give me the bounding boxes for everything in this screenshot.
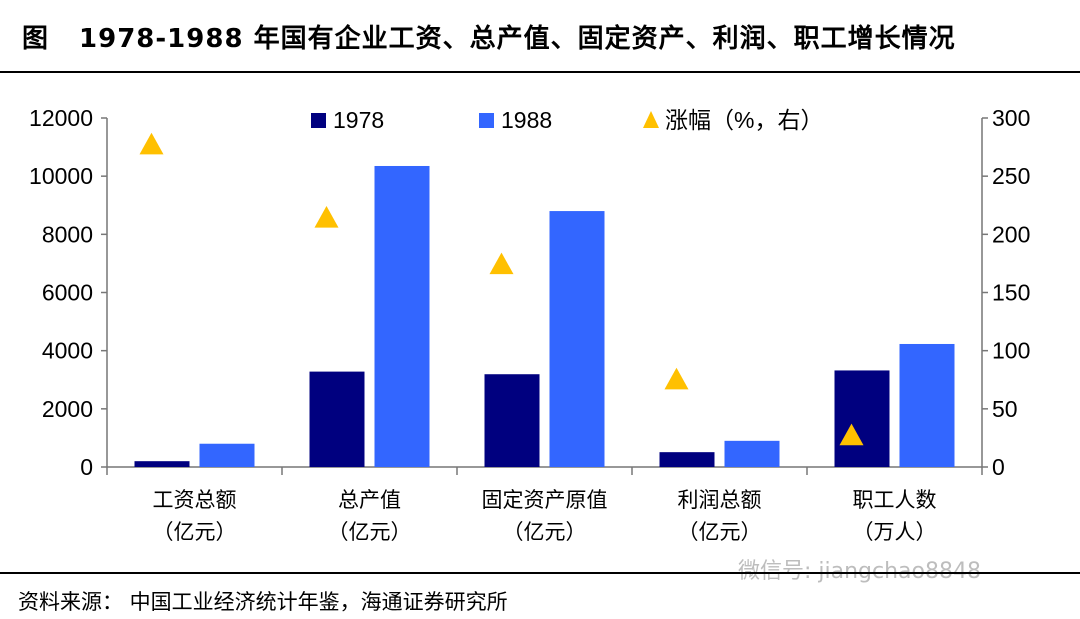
growth-marker xyxy=(314,206,339,228)
figure-label: 图 xyxy=(22,24,50,54)
legend-swatch xyxy=(643,111,659,128)
right-axis-tick-label: 100 xyxy=(992,338,1030,364)
watermark: 微信号: jiangchao8848 xyxy=(738,559,981,584)
category-label: 总产值 xyxy=(338,488,401,512)
legend-swatch xyxy=(311,113,326,128)
left-axis-tick-label: 4000 xyxy=(42,338,93,364)
bottom-rule xyxy=(0,572,1080,574)
bar-1978 xyxy=(134,461,190,467)
category-label: （亿元） xyxy=(678,520,762,544)
right-axis-tick-label: 250 xyxy=(992,163,1030,189)
category-label: 职工人数 xyxy=(853,488,937,512)
category-label: （亿元） xyxy=(503,520,587,544)
right-axis-tick-label: 300 xyxy=(992,105,1030,131)
bar-1978 xyxy=(834,370,890,467)
bar-1978 xyxy=(309,371,365,467)
bar-1988 xyxy=(199,443,255,467)
category-label: （亿元） xyxy=(153,520,237,544)
growth-marker xyxy=(489,252,514,275)
top-rule xyxy=(0,71,1080,73)
bar-1978 xyxy=(484,374,540,467)
right-axis-tick-label: 0 xyxy=(992,454,1005,480)
legend-label: 1988 xyxy=(501,107,552,133)
right-axis-tick-label: 200 xyxy=(992,221,1030,247)
right-axis-tick-label: 50 xyxy=(992,396,1018,422)
category-label: 工资总额 xyxy=(153,488,237,512)
bar-1988 xyxy=(724,440,780,467)
bar-1978 xyxy=(659,452,715,467)
growth-marker xyxy=(664,367,689,390)
legend-label: 1978 xyxy=(333,107,384,133)
category-label: 利润总额 xyxy=(678,488,762,512)
title-text: 1978-1988 年国有企业工资、总产值、固定资产、利润、职工增长情况 xyxy=(79,24,956,54)
left-axis-tick-label: 0 xyxy=(80,454,93,480)
source-note: 资料来源： 中国工业经济统计年鉴，海通证券研究所 xyxy=(18,590,508,614)
chart-area: 0 2000 4000 6000 8000 10000 12000 0 50 100 150 200 2… xyxy=(29,105,1030,544)
bar-1988 xyxy=(899,343,955,467)
bar-1988 xyxy=(374,165,430,468)
right-axis-tick-label: 150 xyxy=(992,280,1030,306)
left-axis-tick-label: 2000 xyxy=(42,396,93,422)
legend-swatch xyxy=(479,113,494,128)
left-axis-tick-label: 8000 xyxy=(42,221,93,247)
category-label: （万人） xyxy=(853,520,937,544)
legend-label: 涨幅（%，右） xyxy=(665,107,823,133)
category-label: 固定资产原值 xyxy=(482,488,608,512)
chart-title: 图 1978-1988 年国有企业工资、总产值、固定资产、利润、职工增长情况 xyxy=(22,18,956,55)
growth-marker xyxy=(839,423,864,446)
left-axis-tick-label: 12000 xyxy=(29,105,93,131)
bar-1988 xyxy=(549,211,605,467)
left-axis-tick-label: 6000 xyxy=(42,280,93,306)
left-axis-tick-label: 10000 xyxy=(29,163,93,189)
category-label: （亿元） xyxy=(328,520,412,544)
growth-marker xyxy=(139,132,164,155)
